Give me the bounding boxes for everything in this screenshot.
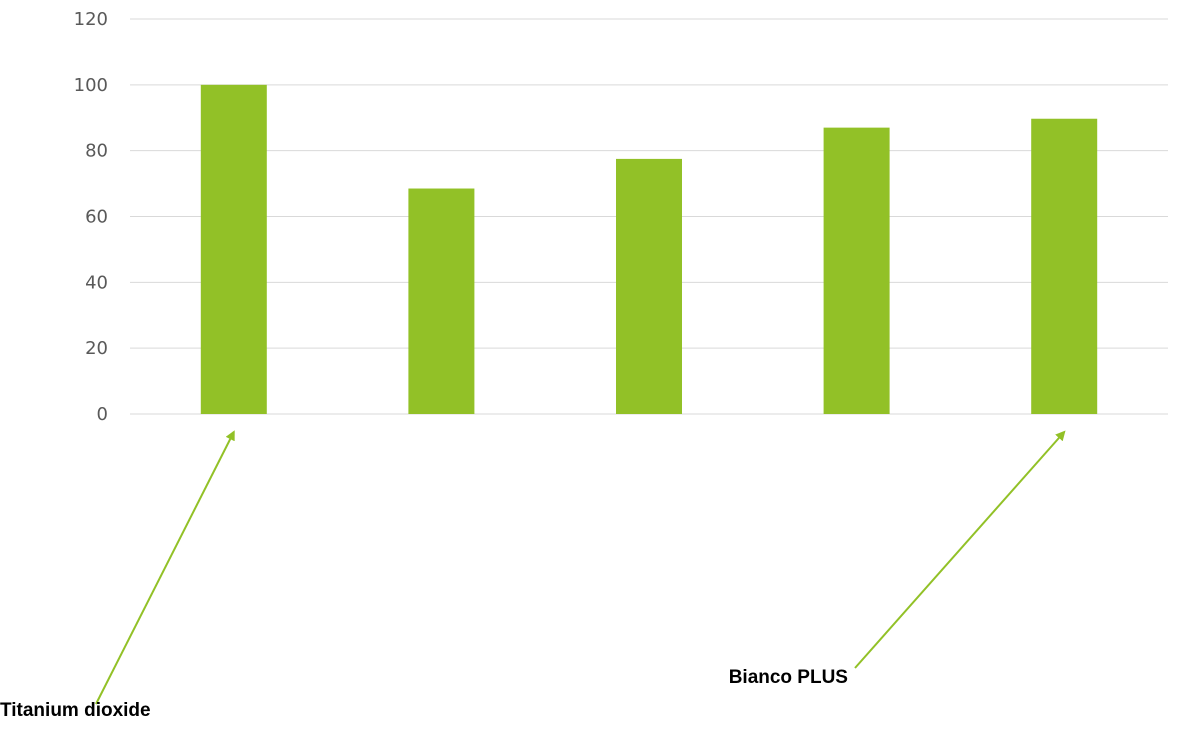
- bar: [408, 188, 475, 414]
- y-tick-label: 20: [85, 338, 108, 359]
- annotation-arrow: [95, 430, 235, 705]
- y-tick-label: 0: [97, 404, 108, 425]
- y-tick-label: 40: [85, 272, 108, 293]
- annotation-arrow: [854, 430, 1066, 669]
- y-tick-label: 120: [74, 9, 108, 30]
- bar: [823, 127, 890, 414]
- annotations: Titanium dioxide Bianco PLUS: [0, 430, 1066, 721]
- y-tick-label: 100: [74, 75, 108, 96]
- bar: [1031, 118, 1098, 415]
- bar: [200, 84, 267, 414]
- y-axis-tick-labels: 0 20 40 60 80 100 120: [74, 9, 108, 425]
- y-tick-label: 60: [85, 207, 108, 228]
- bar: [616, 158, 682, 414]
- annotation-label: Titanium dioxide: [0, 700, 151, 721]
- y-tick-label: 80: [85, 141, 108, 162]
- annotation-label: Bianco PLUS: [729, 667, 848, 688]
- bars: [200, 84, 1098, 415]
